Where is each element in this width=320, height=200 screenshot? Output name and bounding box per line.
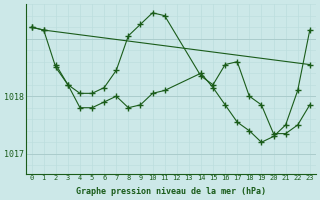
X-axis label: Graphe pression niveau de la mer (hPa): Graphe pression niveau de la mer (hPa) — [76, 187, 266, 196]
